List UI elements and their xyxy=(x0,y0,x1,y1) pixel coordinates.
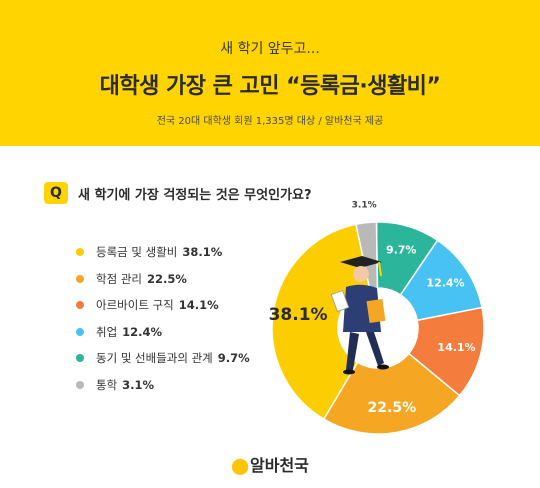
chart-legend: 등록금 및 생활비 38.1% 학점 관리 22.5% 아르바이트 구직 14.… xyxy=(76,244,250,403)
header-subtitle: 새 학기 앞두고... xyxy=(220,41,320,57)
legend-value: 12.4% xyxy=(122,324,163,339)
slice-label: 38.1% xyxy=(269,305,328,325)
legend-swatch xyxy=(76,301,84,309)
logo: ⬤알바천국 xyxy=(0,452,540,476)
legend-label: 등록금 및 생활비 xyxy=(96,245,178,259)
legend-value: 22.5% xyxy=(146,271,187,286)
q-badge: Q xyxy=(44,182,68,204)
legend-item: 등록금 및 생활비 38.1% xyxy=(76,244,250,260)
legend-value: 14.1% xyxy=(178,298,219,312)
legend-swatch xyxy=(76,327,84,336)
header-banner xyxy=(0,0,540,146)
legend-item: 통학 3.1% xyxy=(76,377,250,393)
legend-item: 취업 12.4% xyxy=(76,324,250,340)
mortarboard-icon xyxy=(340,256,382,268)
legend-value: 3.1% xyxy=(122,377,155,392)
page-title: 대학생 가장 큰 고민 “등록금·생활비” xyxy=(99,74,441,99)
legend-swatch xyxy=(76,354,84,362)
legend-value: 9.7% xyxy=(217,351,250,365)
slice-label: 12.4% xyxy=(426,276,464,289)
legend-swatch xyxy=(76,380,84,389)
legend-label: 아르바이트 구직 xyxy=(96,298,174,312)
pie-slice xyxy=(322,352,461,435)
slice-label: 3.1% xyxy=(352,200,377,210)
logo-text: 알바천국 xyxy=(250,456,309,475)
student-illustration xyxy=(330,256,389,375)
question-text: 새 학기에 가장 걱정되는 것은 무엇인가요? xyxy=(78,187,312,203)
slice-label: 22.5% xyxy=(368,400,417,416)
slice-label: 14.1% xyxy=(437,341,475,354)
survey-source: 전국 20대 대학생 회원 1,335명 대상 / 알바천국 제공 xyxy=(156,116,384,127)
legend-value: 38.1% xyxy=(182,245,223,259)
slice-label: 9.7% xyxy=(386,243,417,256)
legend-item: 학점 관리 22.5% xyxy=(76,271,250,287)
slice-labels: 38.1% 22.5% 14.1% 12.4% 9.7% 3.1% xyxy=(269,200,476,416)
legend-item: 동기 및 선배들과의 관계 9.7% xyxy=(76,350,250,366)
legend-item: 아르바이트 구직 14.1% xyxy=(76,297,250,313)
legend-label: 학점 관리 xyxy=(96,271,142,286)
legend-swatch xyxy=(76,274,84,283)
question-row: Q 새 학기에 가장 걱정되는 것은 무엇인가요? xyxy=(44,182,312,204)
logo-mark-icon: ⬤ xyxy=(231,456,249,475)
pie-slices xyxy=(271,221,485,435)
legend-swatch xyxy=(76,248,84,256)
legend-label: 동기 및 선배들과의 관계 xyxy=(96,351,213,365)
legend-label: 취업 xyxy=(96,324,118,339)
legend-label: 통학 xyxy=(96,377,118,392)
